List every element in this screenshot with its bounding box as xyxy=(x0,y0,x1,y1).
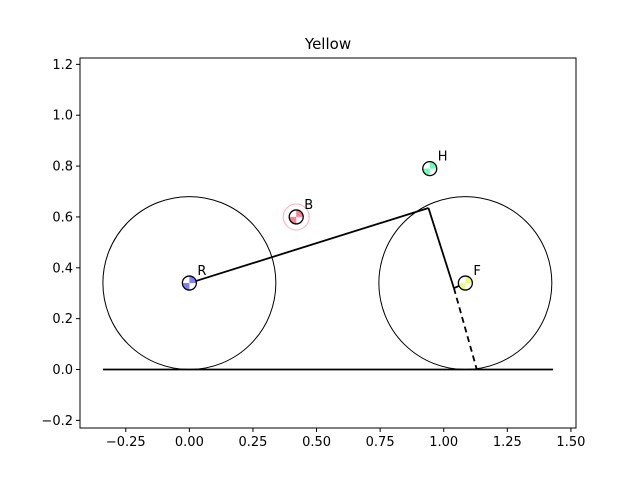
point-b-label: B xyxy=(304,198,313,213)
x-tick-label: 0.25 xyxy=(238,435,267,450)
frame-fork-extension xyxy=(453,287,478,370)
data-layer: R B H F xyxy=(102,150,554,371)
point-h-quadrant-a xyxy=(429,161,437,169)
x-tick-label: 0.75 xyxy=(366,435,395,450)
x-tick-label: −0.25 xyxy=(106,435,146,450)
point-r-quadrant-a xyxy=(189,276,197,284)
point-b-quadrant-b xyxy=(289,216,297,224)
frame-rear-to-head xyxy=(189,207,429,284)
point-h xyxy=(422,160,438,177)
plot-frame xyxy=(79,57,577,429)
point-f xyxy=(457,275,474,291)
point-f-label: F xyxy=(473,264,480,279)
y-tick-label: 1.0 xyxy=(52,109,73,124)
point-h-label: H xyxy=(438,150,448,165)
y-tick-label: 0.0 xyxy=(52,363,73,378)
y-tick-label: 0.2 xyxy=(52,312,73,327)
y-tick-label: 0.8 xyxy=(52,160,73,175)
chart-title: Yellow xyxy=(304,35,351,53)
x-tick-label: 1.25 xyxy=(493,435,522,450)
point-f-quadrant-a xyxy=(465,276,473,284)
x-tick-label: 0.00 xyxy=(175,435,204,450)
x-tick-label: 1.00 xyxy=(429,435,458,450)
y-tick-label: 0.4 xyxy=(52,261,73,276)
point-r xyxy=(181,275,198,291)
y-tick-label: 1.2 xyxy=(52,58,73,73)
point-b-halo xyxy=(282,203,310,231)
y-tick-label: −0.2 xyxy=(41,414,73,429)
point-f-quadrant-b xyxy=(458,283,466,291)
y-tick-label: 0.6 xyxy=(52,210,73,225)
y-axis: −0.2 0.0 0.2 0.4 0.6 0.8 1.0 1.2 xyxy=(41,58,80,429)
point-b xyxy=(288,209,304,225)
x-axis: −0.25 0.00 0.25 0.50 0.75 1.00 1.25 1.50 xyxy=(106,428,585,450)
point-r-label: R xyxy=(197,264,206,279)
x-tick-label: 1.50 xyxy=(556,435,585,450)
point-b-quadrant-a xyxy=(296,209,304,217)
point-h-quadrant-b xyxy=(422,168,430,176)
frame-fork xyxy=(427,207,455,289)
x-tick-label: 0.50 xyxy=(302,435,331,450)
point-r-quadrant-b xyxy=(182,283,190,291)
